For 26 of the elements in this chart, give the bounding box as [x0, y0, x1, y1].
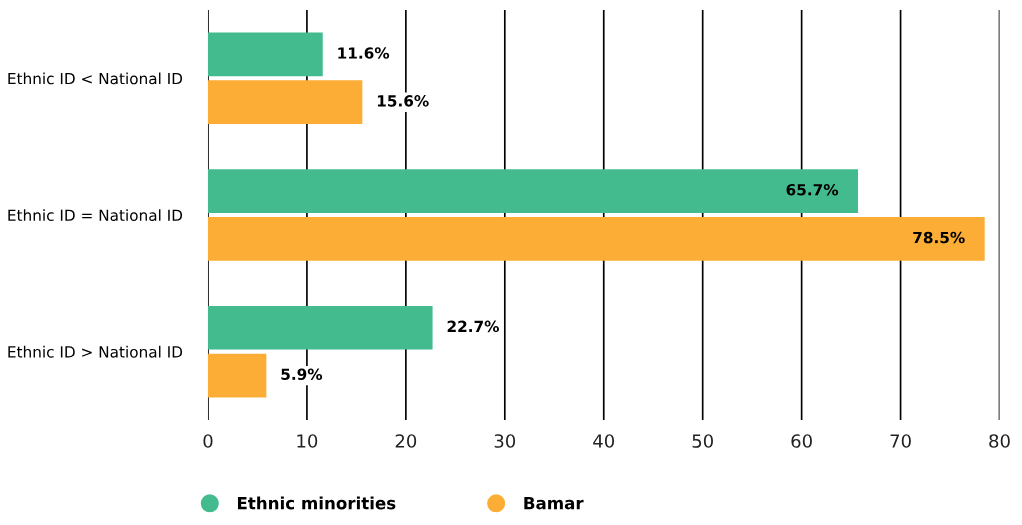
data-label: 11.6% — [338, 47, 390, 59]
data-label: 65.7% — [786, 183, 839, 196]
x-tick-label: 10 — [297, 434, 318, 448]
bar — [207, 217, 985, 261]
x-tick-label: 30 — [494, 434, 516, 448]
bar — [207, 80, 363, 125]
bar — [207, 305, 433, 350]
data-label: 78.5% — [913, 231, 965, 244]
legend-label: Bamar — [524, 497, 584, 510]
x-tick-label: 0 — [203, 434, 213, 448]
data-label: 5.9% — [281, 368, 323, 381]
y-tick-label: Ethnic ID = National ID — [8, 209, 183, 222]
bar — [207, 169, 859, 213]
x-tick-label: 60 — [791, 434, 812, 448]
y-tick-label: Ethnic ID > National ID — [8, 345, 183, 358]
bar — [207, 32, 323, 77]
x-tick-label: 40 — [593, 434, 615, 448]
x-tick-label: 70 — [890, 434, 911, 448]
data-label: 15.6% — [377, 95, 429, 107]
legend-label: Ethnic minorities — [237, 496, 396, 510]
x-tick-label: 50 — [692, 434, 713, 448]
x-tick-label: 80 — [989, 434, 1010, 448]
bar — [207, 353, 267, 398]
x-tick-label: 20 — [395, 434, 417, 448]
y-tick-label: Ethnic ID < National ID — [8, 72, 183, 85]
data-label: 22.7% — [447, 320, 499, 333]
